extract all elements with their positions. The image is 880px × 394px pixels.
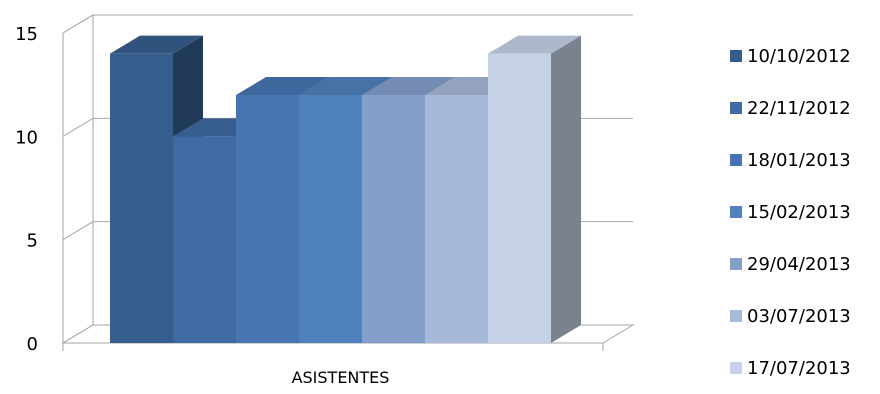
legend-item: 10/10/2012 [730, 30, 851, 82]
side-wall [63, 15, 93, 343]
bar-front [299, 95, 362, 343]
bar [488, 36, 581, 343]
legend-item: 15/02/2013 [730, 186, 851, 238]
y-tick-label: 5 [27, 231, 38, 252]
legend-item: 29/04/2013 [730, 238, 851, 290]
legend-swatch [730, 310, 742, 322]
y-tick-label: 0 [27, 334, 38, 355]
legend-label: 22/11/2012 [747, 98, 851, 119]
legend-label: 17/07/2013 [747, 358, 851, 379]
gridline [63, 15, 633, 33]
legend-swatch [730, 258, 742, 270]
y-tick-label: 15 [15, 24, 38, 45]
bar-front [362, 95, 425, 343]
y-tick-label: 10 [15, 127, 38, 148]
legend-item: 17/07/2013 [730, 342, 851, 394]
chart-bars [110, 36, 581, 343]
legend-label: 10/10/2012 [747, 46, 851, 67]
bar-side [551, 36, 581, 343]
legend-item: 18/01/2013 [730, 134, 851, 186]
legend-swatch [730, 362, 742, 374]
bar-front [236, 95, 299, 343]
x-category-label: ASISTENTES [292, 368, 390, 385]
legend-item: 03/07/2013 [730, 290, 851, 342]
legend-swatch [730, 102, 742, 114]
x-axis-labels: ASISTENTES [292, 368, 390, 385]
legend-swatch [730, 206, 742, 218]
legend-swatch [730, 50, 742, 62]
legend-swatch [730, 154, 742, 166]
chart-legend: 10/10/2012 22/11/2012 18/01/2013 15/02/2013… [730, 30, 851, 394]
bar-front [488, 54, 551, 343]
legend-label: 03/07/2013 [747, 306, 851, 327]
bar-front [425, 95, 488, 343]
legend-item: 22/11/2012 [730, 82, 851, 134]
legend-label: 29/04/2013 [747, 254, 851, 275]
legend-label: 15/02/2013 [747, 202, 851, 223]
y-axis-ticks: 0 5 10 15 [15, 24, 38, 355]
bar-front [110, 54, 173, 343]
legend-label: 18/01/2013 [747, 150, 851, 171]
bar-front [173, 136, 236, 343]
